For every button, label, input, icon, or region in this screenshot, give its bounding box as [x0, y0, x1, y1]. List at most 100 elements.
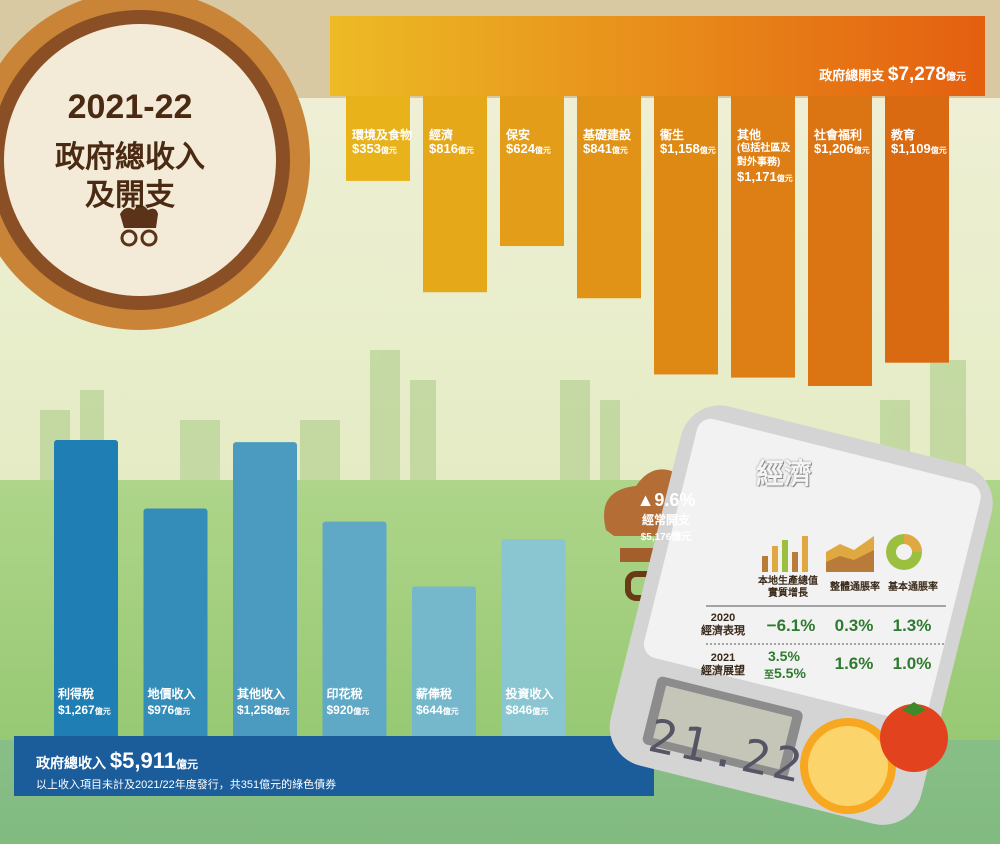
expenditure-amount: $1,206億元	[814, 141, 870, 156]
expenditure-note: (包括社區及 對外事務)	[737, 143, 791, 168]
bar-chart-icon	[762, 536, 808, 572]
revenue-amount: $846億元	[505, 703, 549, 717]
revenue-bar	[412, 586, 476, 738]
row-2020-label: 2020 經濟表現	[688, 612, 758, 638]
revenue-category: 投資收入	[505, 687, 554, 701]
total-revenue-unit: 億元	[175, 759, 198, 771]
revenue-bar-label: 薪俸稅 $644億元	[416, 686, 459, 720]
expenditure-bar-label: 基礎建設 $841億元	[583, 128, 631, 158]
expenditure-bar	[577, 96, 641, 299]
revenue-bar	[501, 539, 566, 738]
expenditure-category: 衞生	[660, 128, 685, 142]
underlying-2020: 1.3%	[892, 616, 932, 635]
row-2021-label: 2021 經濟展望	[688, 652, 758, 678]
revenue-category: 其他收入	[237, 687, 286, 701]
row-2021-desc: 經濟展望	[701, 665, 745, 677]
emblem-plate	[4, 24, 276, 296]
economy-title: 經濟	[756, 458, 813, 489]
headline-2020: 0.3%	[834, 616, 874, 635]
revenue-category: 地價收入	[147, 687, 196, 701]
year-title: 2021-22	[67, 88, 193, 126]
gdp-2021-to: 至	[764, 670, 774, 681]
recurrent-label: 經常開支	[641, 513, 690, 527]
expenditure-category: 教育	[891, 128, 916, 142]
revenue-bar	[54, 440, 118, 738]
recurrent-expenditure: ▲9.6% 經常開支 $5,176億元	[616, 490, 716, 543]
revenue-bar-label: 投資收入 $846億元	[506, 686, 554, 720]
expenditure-category: 環境及食物	[352, 128, 413, 142]
header-underlying-inflation: 基本通脹率	[888, 582, 938, 593]
expenditure-bars	[346, 96, 949, 386]
expenditure-amount: $1,158億元	[660, 141, 716, 156]
expenditure-category: 其他	[737, 128, 762, 142]
expenditure-bar-label: 教育 $1,109億元	[891, 128, 947, 158]
revenue-amount: $976億元	[147, 703, 191, 717]
revenue-amount: $1,267億元	[58, 703, 111, 717]
revenue-category: 利得稅	[58, 687, 95, 701]
header-headline-inflation: 整體通脹率	[830, 582, 880, 593]
total-revenue-label: 政府總收入	[36, 755, 106, 771]
expenditure-category: 經濟	[429, 128, 454, 142]
gdp-2021-high: 5.5%	[774, 665, 806, 681]
gdp-2021-low: 3.5%	[768, 648, 800, 664]
total-expenditure-label: 政府總開支	[819, 68, 885, 83]
revenue-bar	[143, 508, 208, 738]
expenditure-bar-label: 社會福利 $1,206億元	[814, 128, 870, 158]
total-revenue-value: $5,911	[109, 748, 176, 773]
expenditure-banner	[330, 16, 985, 96]
expenditure-bar-label: 保安 $624億元	[506, 128, 551, 158]
chef-glasses-icon	[120, 205, 158, 247]
expenditure-bar	[731, 96, 795, 378]
recurrent-growth: 9.6%	[654, 490, 696, 510]
gdp-2020: −6.1%	[766, 616, 816, 635]
expenditure-bar	[885, 96, 949, 363]
expenditure-amount: $353億元	[352, 141, 397, 156]
revenue-footnote: 以上收入項目未計及2021/22年度發行，共351億元的綠色債券	[36, 779, 337, 791]
underlying-2021: 1.0%	[892, 654, 932, 673]
revenue-amount: $920億元	[326, 703, 370, 717]
revenue-bars	[54, 440, 566, 738]
expenditure-bar-label: 其他 (包括社區及 對外事務) $1,171億元	[737, 128, 793, 186]
expenditure-amount: $816億元	[429, 141, 474, 156]
up-arrow-icon: ▲	[636, 490, 655, 510]
emblem-title-line2: 及開支	[85, 179, 175, 212]
row-2020-desc: 經濟表現	[701, 625, 745, 637]
total-expenditure: 政府總開支 $7,278億元	[819, 64, 966, 86]
expenditure-amount: $841億元	[583, 141, 628, 156]
revenue-bar-label: 印花稅 $920億元	[327, 686, 370, 720]
emblem-title-line1: 政府總收入	[55, 141, 205, 174]
expenditure-category: 基礎建設	[583, 128, 632, 142]
tomato-icon	[880, 702, 948, 772]
row-2020-year: 2020	[710, 612, 736, 624]
revenue-bar-label: 利得稅 $1,267億元	[58, 686, 111, 720]
expenditure-bar	[654, 96, 718, 375]
revenue-category: 薪俸稅	[416, 687, 453, 701]
revenue-amount: $644億元	[416, 703, 459, 717]
expenditure-bar	[346, 96, 410, 181]
revenue-bar	[233, 442, 297, 738]
expenditure-amount: $1,109億元	[891, 141, 947, 156]
expenditure-bar-label: 經濟 $816億元	[429, 128, 474, 158]
expenditure-bar	[423, 96, 487, 293]
revenue-bar-label: 地價收入 $976億元	[148, 686, 196, 720]
total-revenue-block: 政府總收入 $5,911億元 以上收入項目未計及2021/22年度發行，共351…	[36, 748, 336, 792]
orange-icon	[800, 718, 896, 814]
header-gdp: 本地生產總值 實質增長	[758, 576, 818, 599]
row-2021-year: 2021	[710, 652, 736, 664]
revenue-total-band	[14, 736, 654, 796]
revenue-bar-label: 其他收入 $1,258億元	[237, 686, 290, 720]
revenue-amount: $1,258億元	[237, 703, 290, 717]
expenditure-bar-label: 衞生 $1,158億元	[660, 128, 716, 158]
total-expenditure-value: $7,278	[887, 64, 946, 85]
gdp-2021: 3.5% 至5.5%	[764, 648, 806, 684]
revenue-category: 印花稅	[326, 687, 363, 701]
expenditure-amount: $624億元	[506, 141, 551, 156]
expenditure-bar-label: 環境及食物 $353億元	[352, 128, 412, 158]
expenditure-bar	[500, 96, 564, 247]
expenditure-bar	[808, 96, 872, 386]
headline-2021: 1.6%	[834, 654, 874, 673]
expenditure-category: 社會福利	[814, 128, 863, 142]
economy-mini-charts	[762, 534, 922, 572]
